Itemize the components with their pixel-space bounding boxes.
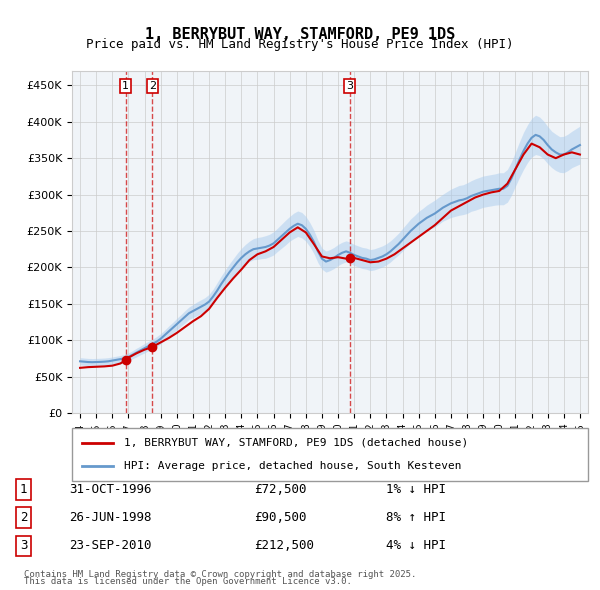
Text: £212,500: £212,500 — [254, 539, 314, 552]
Text: 2: 2 — [20, 511, 27, 524]
Text: 1: 1 — [20, 483, 27, 496]
Text: 2: 2 — [149, 81, 156, 91]
Text: 3: 3 — [20, 539, 27, 552]
Text: 1, BERRYBUT WAY, STAMFORD, PE9 1DS: 1, BERRYBUT WAY, STAMFORD, PE9 1DS — [145, 27, 455, 41]
Text: £90,500: £90,500 — [254, 511, 307, 524]
Text: 3: 3 — [346, 81, 353, 91]
Text: 1: 1 — [122, 81, 129, 91]
Text: Price paid vs. HM Land Registry's House Price Index (HPI): Price paid vs. HM Land Registry's House … — [86, 38, 514, 51]
Text: £72,500: £72,500 — [254, 483, 307, 496]
Text: 26-JUN-1998: 26-JUN-1998 — [70, 511, 152, 524]
Text: 1, BERRYBUT WAY, STAMFORD, PE9 1DS (detached house): 1, BERRYBUT WAY, STAMFORD, PE9 1DS (deta… — [124, 438, 468, 448]
Text: Contains HM Land Registry data © Crown copyright and database right 2025.: Contains HM Land Registry data © Crown c… — [24, 571, 416, 579]
FancyBboxPatch shape — [72, 428, 588, 481]
Text: 8% ↑ HPI: 8% ↑ HPI — [386, 511, 446, 524]
Text: 31-OCT-1996: 31-OCT-1996 — [70, 483, 152, 496]
Text: 23-SEP-2010: 23-SEP-2010 — [70, 539, 152, 552]
Text: This data is licensed under the Open Government Licence v3.0.: This data is licensed under the Open Gov… — [24, 578, 352, 586]
Text: 1% ↓ HPI: 1% ↓ HPI — [386, 483, 446, 496]
Text: 4% ↓ HPI: 4% ↓ HPI — [386, 539, 446, 552]
Text: HPI: Average price, detached house, South Kesteven: HPI: Average price, detached house, Sout… — [124, 461, 461, 471]
